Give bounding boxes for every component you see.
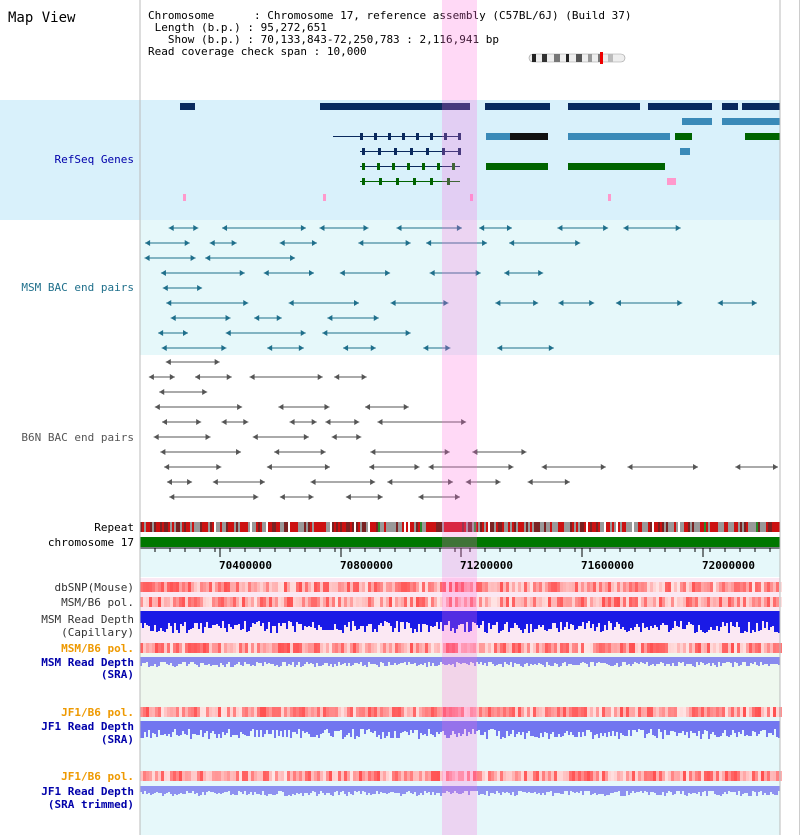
info-show-key: Show (b.p.) xyxy=(167,33,241,46)
info-chromosome-value: Chromosome 17, reference assembly (C57BL… xyxy=(267,9,632,22)
jf1-depth-trim-sub: (SRA trimmed) xyxy=(47,798,134,811)
axis-tick-label-4: 71600000 xyxy=(581,559,634,572)
repeat-track xyxy=(140,522,780,532)
refseq-genes-label: RefSeq Genes xyxy=(54,153,134,166)
refseq-gene-track xyxy=(180,103,780,201)
msm-b6-pol-label-2: MSM/B6 pol. xyxy=(61,642,134,655)
msm-depth-capillary-sub: (Capillary) xyxy=(61,626,134,639)
jf1-b6-pol-label-2: JF1/B6 pol. xyxy=(61,770,134,783)
ideogram-position-marker xyxy=(600,52,603,64)
axis-tick-label-1: 70400000 xyxy=(219,559,272,572)
chromosome-label: chromosome 17 xyxy=(47,536,134,549)
msm-depth-capillary-label: MSM Read Depth xyxy=(41,613,134,626)
msm-bac-track xyxy=(144,225,757,351)
polymorphism-heat-tracks xyxy=(140,582,782,781)
info-length-value: 95,272,651 xyxy=(260,21,327,34)
axis-tick-label-2: 70800000 xyxy=(340,559,393,572)
jf1-depth-trim-label: JF1 Read Depth xyxy=(41,785,134,798)
jf1-depth-sra-sub: (SRA) xyxy=(100,733,134,746)
info-show-value: 70,133,843-72,250,783 : 2,116,941 bp xyxy=(260,33,500,46)
selected-region-highlight xyxy=(442,0,477,835)
region-info: Chromosome : Chromosome 17, reference as… xyxy=(148,9,632,58)
info-coverage-value: 10,000 xyxy=(326,45,367,58)
info-chromosome-key: Chromosome xyxy=(148,9,215,22)
axis-tick-label-3: 71200000 xyxy=(460,559,513,572)
msm-depth-sra-sub: (SRA) xyxy=(100,668,134,681)
info-length-key: Length (b.p.) xyxy=(154,21,241,34)
page-title: Map View xyxy=(8,10,76,26)
axis-ticks xyxy=(140,547,780,557)
jf1-depth-sra-label: JF1 Read Depth xyxy=(41,720,134,733)
axis-bg xyxy=(140,547,780,577)
chromosome-bar xyxy=(140,537,780,547)
msm-b6-pol-label: MSM/B6 pol. xyxy=(61,596,134,609)
refseq-track-bg xyxy=(140,100,780,220)
refseq-label-bg xyxy=(0,100,140,220)
info-coverage-key: Read coverage check span xyxy=(148,45,307,58)
dbsnp-label: dbSNP(Mouse) xyxy=(54,581,134,594)
axis-tick-label-5: 72000000 xyxy=(702,559,755,572)
msm-depth-sra-label: MSM Read Depth xyxy=(41,656,134,669)
msm-bac-label: MSM BAC end pairs xyxy=(21,281,134,294)
b6n-bac-label: B6N BAC end pairs xyxy=(21,431,134,444)
jf1-b6-pol-label: JF1/B6 pol. xyxy=(61,706,134,719)
b6n-bac-track xyxy=(148,359,778,500)
read-depth-tracks xyxy=(140,611,780,796)
chromosome-ideogram[interactable] xyxy=(528,52,628,64)
repeat-label: Repeat xyxy=(94,521,134,534)
